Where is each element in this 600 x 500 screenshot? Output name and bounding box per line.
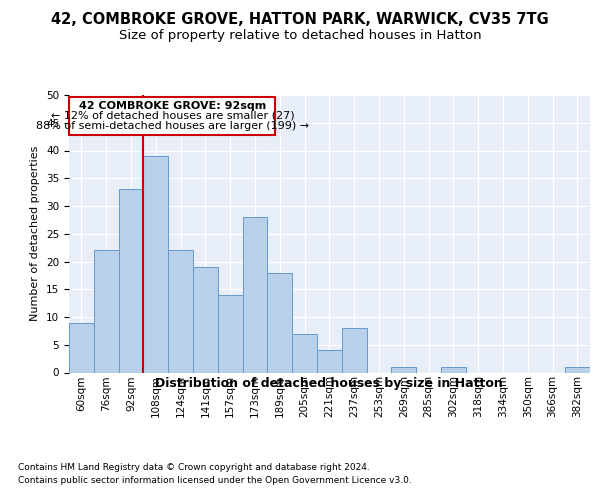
Bar xyxy=(70,97,275,135)
Text: 42 COMBROKE GROVE: 92sqm: 42 COMBROKE GROVE: 92sqm xyxy=(79,100,266,110)
Text: Size of property relative to detached houses in Hatton: Size of property relative to detached ho… xyxy=(119,29,481,42)
Bar xyxy=(94,250,119,372)
Bar xyxy=(292,334,317,372)
Bar xyxy=(143,156,168,372)
Bar xyxy=(119,190,143,372)
Bar xyxy=(193,267,218,372)
Bar xyxy=(218,295,242,372)
Bar xyxy=(317,350,342,372)
Text: 42, COMBROKE GROVE, HATTON PARK, WARWICK, CV35 7TG: 42, COMBROKE GROVE, HATTON PARK, WARWICK… xyxy=(51,12,549,28)
Bar xyxy=(69,322,94,372)
Bar xyxy=(268,272,292,372)
Y-axis label: Number of detached properties: Number of detached properties xyxy=(31,146,40,322)
Text: ← 12% of detached houses are smaller (27): ← 12% of detached houses are smaller (27… xyxy=(50,110,294,120)
Bar xyxy=(441,367,466,372)
Bar xyxy=(342,328,367,372)
Bar xyxy=(391,367,416,372)
Text: Distribution of detached houses by size in Hatton: Distribution of detached houses by size … xyxy=(155,378,503,390)
Bar xyxy=(168,250,193,372)
Bar xyxy=(242,217,268,372)
Bar xyxy=(565,367,590,372)
Text: Contains public sector information licensed under the Open Government Licence v3: Contains public sector information licen… xyxy=(18,476,412,485)
Text: Contains HM Land Registry data © Crown copyright and database right 2024.: Contains HM Land Registry data © Crown c… xyxy=(18,462,370,471)
Text: 88% of semi-detached houses are larger (199) →: 88% of semi-detached houses are larger (… xyxy=(36,120,309,130)
